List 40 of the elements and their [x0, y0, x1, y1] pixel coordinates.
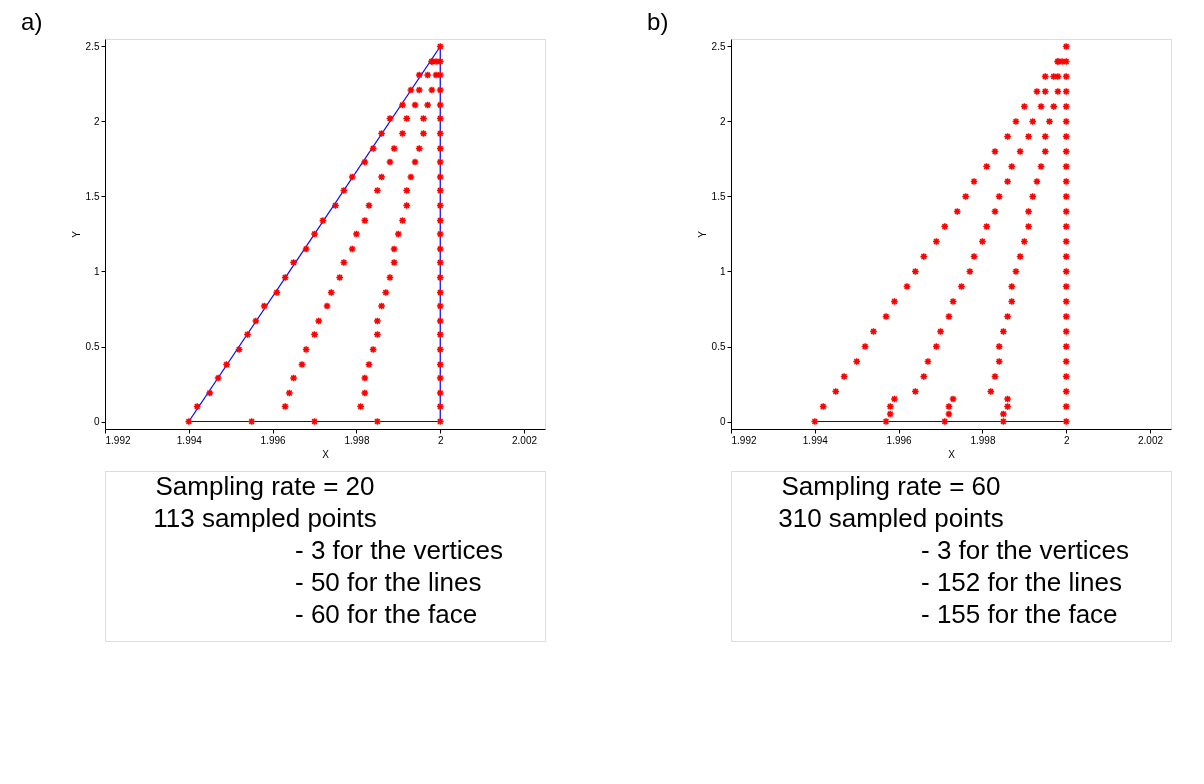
y-tick-label: 0	[719, 416, 726, 427]
x-tick-label: 2	[1063, 434, 1070, 446]
x-tick-label: 2.002	[1138, 434, 1164, 446]
y-tick-label: 2.5	[711, 41, 726, 52]
x-tick-label: 1.992	[731, 434, 757, 446]
y-tick-label: 0.5	[711, 341, 726, 352]
y-tick-label: 2.5	[85, 41, 100, 52]
y-tick-label: 2	[93, 116, 100, 127]
y-tick-label: 1.5	[711, 191, 726, 202]
y-tick-label: 0	[93, 416, 100, 427]
text: 310 sampled points	[778, 503, 1004, 533]
chart-title: b)	[647, 8, 669, 35]
y-tick-label: 1	[719, 266, 726, 277]
x-tick-label: 2	[437, 434, 444, 446]
x-tick-label: 1.992	[105, 434, 131, 446]
x-tick-label: 2.002	[512, 434, 538, 446]
text: - 3 for the vertices	[921, 535, 1130, 565]
y-axis-title: Y	[70, 230, 82, 238]
chart-title: a)	[21, 8, 43, 35]
x-tick-label: 1.998	[344, 434, 370, 446]
y-axis-title: Y	[696, 230, 708, 238]
x-tick-label: 1.998	[970, 434, 996, 446]
y-tick-label: 2	[719, 116, 726, 127]
text: - 50 for the lines	[295, 567, 482, 597]
x-tick-label: 1.994	[176, 434, 203, 446]
text: - 155 for the face	[921, 599, 1118, 629]
y-tick-label: 1	[93, 266, 100, 277]
x-tick-label: 1.996	[260, 434, 287, 446]
x-tick-label: 1.996	[886, 434, 913, 446]
text: Sampling rate = 20	[155, 471, 375, 501]
x-axis-title: X	[948, 448, 956, 460]
x-axis-title: X	[322, 448, 330, 460]
text: - 3 for the vertices	[295, 535, 504, 565]
text: - 60 for the face	[295, 599, 478, 629]
x-tick-label: 1.994	[802, 434, 829, 446]
y-tick-label: 1.5	[85, 191, 100, 202]
text: - 152 for the lines	[921, 567, 1122, 597]
text: 113 sampled points	[153, 503, 377, 533]
y-tick-label: 0.5	[85, 341, 100, 352]
text: Sampling rate = 60	[781, 471, 1001, 501]
